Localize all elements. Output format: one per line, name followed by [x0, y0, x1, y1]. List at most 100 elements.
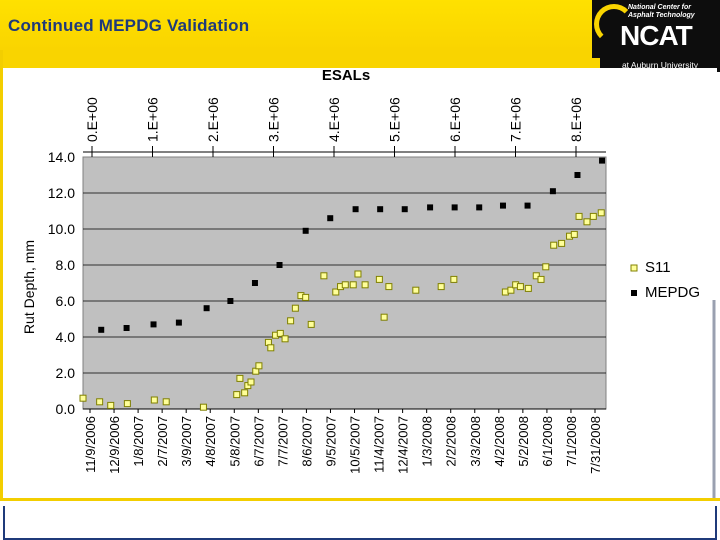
y-tick-label: 6.0 — [56, 293, 76, 309]
top-tick-label: 5.E+06 — [387, 97, 403, 142]
mepdg-point — [227, 298, 234, 304]
s11-point — [558, 239, 566, 247]
mepdg-point — [401, 206, 408, 213]
s11-point — [437, 283, 445, 291]
mepdg-point — [549, 188, 556, 195]
mepdg-point — [499, 202, 506, 209]
top-tick-label: 1.E+06 — [145, 97, 161, 142]
s11-point — [516, 283, 524, 291]
s11-point — [281, 335, 289, 343]
s11-point — [375, 275, 383, 283]
y-tick-label: 4.0 — [56, 329, 76, 345]
x-tick-label: 3/9/2007 — [179, 416, 194, 467]
x-tick-label: 9/5/2007 — [323, 416, 338, 467]
s11-point — [542, 263, 550, 271]
mepdg-point — [476, 204, 483, 211]
y-tick-label: 14.0 — [48, 149, 75, 165]
x-tick-label: 11/9/2006 — [83, 416, 98, 473]
x-tick-label: 7/31/2008 — [588, 416, 603, 474]
s11-point — [233, 391, 241, 399]
mepdg-point — [276, 262, 283, 268]
x-tick-label: 5/2/2008 — [516, 416, 531, 467]
s11-point — [236, 374, 244, 382]
header-stripe — [0, 50, 720, 68]
s11-point — [583, 218, 591, 226]
logo-ncat-text: NCAT — [620, 20, 693, 51]
mepdg-point — [377, 206, 384, 213]
s11-point — [524, 284, 532, 292]
top-tick-label: 6.E+06 — [447, 97, 463, 142]
mepdg-point — [98, 326, 105, 333]
footer-frame — [3, 506, 717, 540]
s11-point — [276, 329, 284, 337]
s11-point — [307, 320, 315, 328]
s11-point — [79, 394, 87, 402]
mepdg-point — [327, 215, 334, 222]
s11-point — [320, 272, 328, 280]
x-tick-label: 6/7/2007 — [251, 416, 266, 467]
top-tick-label: 7.E+06 — [508, 97, 524, 142]
legend-s11-marker — [630, 264, 638, 272]
legend-label: MEPDG — [645, 284, 700, 301]
s11-point — [385, 283, 393, 291]
s11-point — [332, 288, 340, 296]
s11-point — [450, 275, 458, 283]
s11-point — [361, 281, 369, 289]
s11-point — [589, 212, 597, 220]
s11-point — [241, 389, 249, 397]
top-tick-label: 3.E+06 — [266, 97, 282, 142]
s11-point — [380, 313, 388, 321]
y-tick-label: 0.0 — [56, 401, 76, 417]
logo-swoosh-icon — [594, 4, 634, 44]
x-tick-label: 3/3/2008 — [468, 416, 483, 467]
mepdg-point — [175, 319, 182, 326]
mepdg-point — [251, 280, 258, 286]
s11-point — [412, 286, 420, 294]
s11-point — [532, 272, 540, 280]
x-tick-label: 7/7/2007 — [275, 416, 290, 467]
s11-point — [107, 401, 115, 409]
x-tick-label: 2/7/2007 — [155, 416, 170, 467]
y-tick-label: 8.0 — [56, 257, 76, 273]
s11-point — [287, 317, 295, 325]
x-tick-label: 12/4/2007 — [396, 416, 411, 474]
s11-point — [96, 398, 104, 406]
x-tick-label: 5/8/2007 — [227, 416, 242, 467]
s11-point — [291, 304, 299, 312]
s11-point — [302, 293, 310, 301]
y-axis-title: Rut Depth, mm — [21, 240, 37, 334]
x-tick-label: 11/4/2007 — [372, 416, 387, 473]
x-tick-label: 12/9/2006 — [107, 416, 122, 474]
s11-point — [255, 362, 263, 370]
mepdg-point — [302, 227, 309, 234]
y-tick-label: 12.0 — [48, 185, 75, 201]
s11-point — [570, 230, 578, 238]
mepdg-point — [574, 172, 581, 178]
top-tick-label: 4.E+06 — [326, 97, 342, 142]
y-tick-label: 10.0 — [48, 221, 75, 237]
s11-point — [162, 398, 170, 406]
x-tick-label: 4/2/2008 — [492, 416, 507, 467]
x-tick-label: 2/2/2008 — [444, 416, 459, 467]
legend-label: S11 — [645, 259, 671, 276]
x-tick-label: 1/8/2007 — [131, 416, 146, 467]
mepdg-point — [123, 325, 130, 331]
x-tick-label: 6/1/2008 — [540, 416, 555, 467]
logo-org-name: National Center for Asphalt Technology — [628, 4, 695, 19]
x-tick-label: 4/8/2007 — [203, 416, 218, 467]
s11-point — [341, 281, 349, 289]
s11-point — [354, 270, 362, 278]
legend-mepdg-marker — [631, 290, 637, 296]
s11-point — [550, 241, 558, 249]
s11-point — [247, 378, 255, 386]
x-tick-label: 10/5/2007 — [348, 416, 363, 474]
s11-point — [597, 209, 605, 217]
top-axis-title: ESALs — [322, 67, 370, 84]
x-tick-label: 7/1/2008 — [564, 416, 579, 467]
s11-point — [537, 275, 545, 283]
mepdg-point — [427, 204, 434, 211]
mepdg-point — [203, 305, 210, 312]
mepdg-point — [524, 202, 531, 209]
s11-point — [150, 396, 158, 404]
mepdg-point — [352, 206, 359, 213]
